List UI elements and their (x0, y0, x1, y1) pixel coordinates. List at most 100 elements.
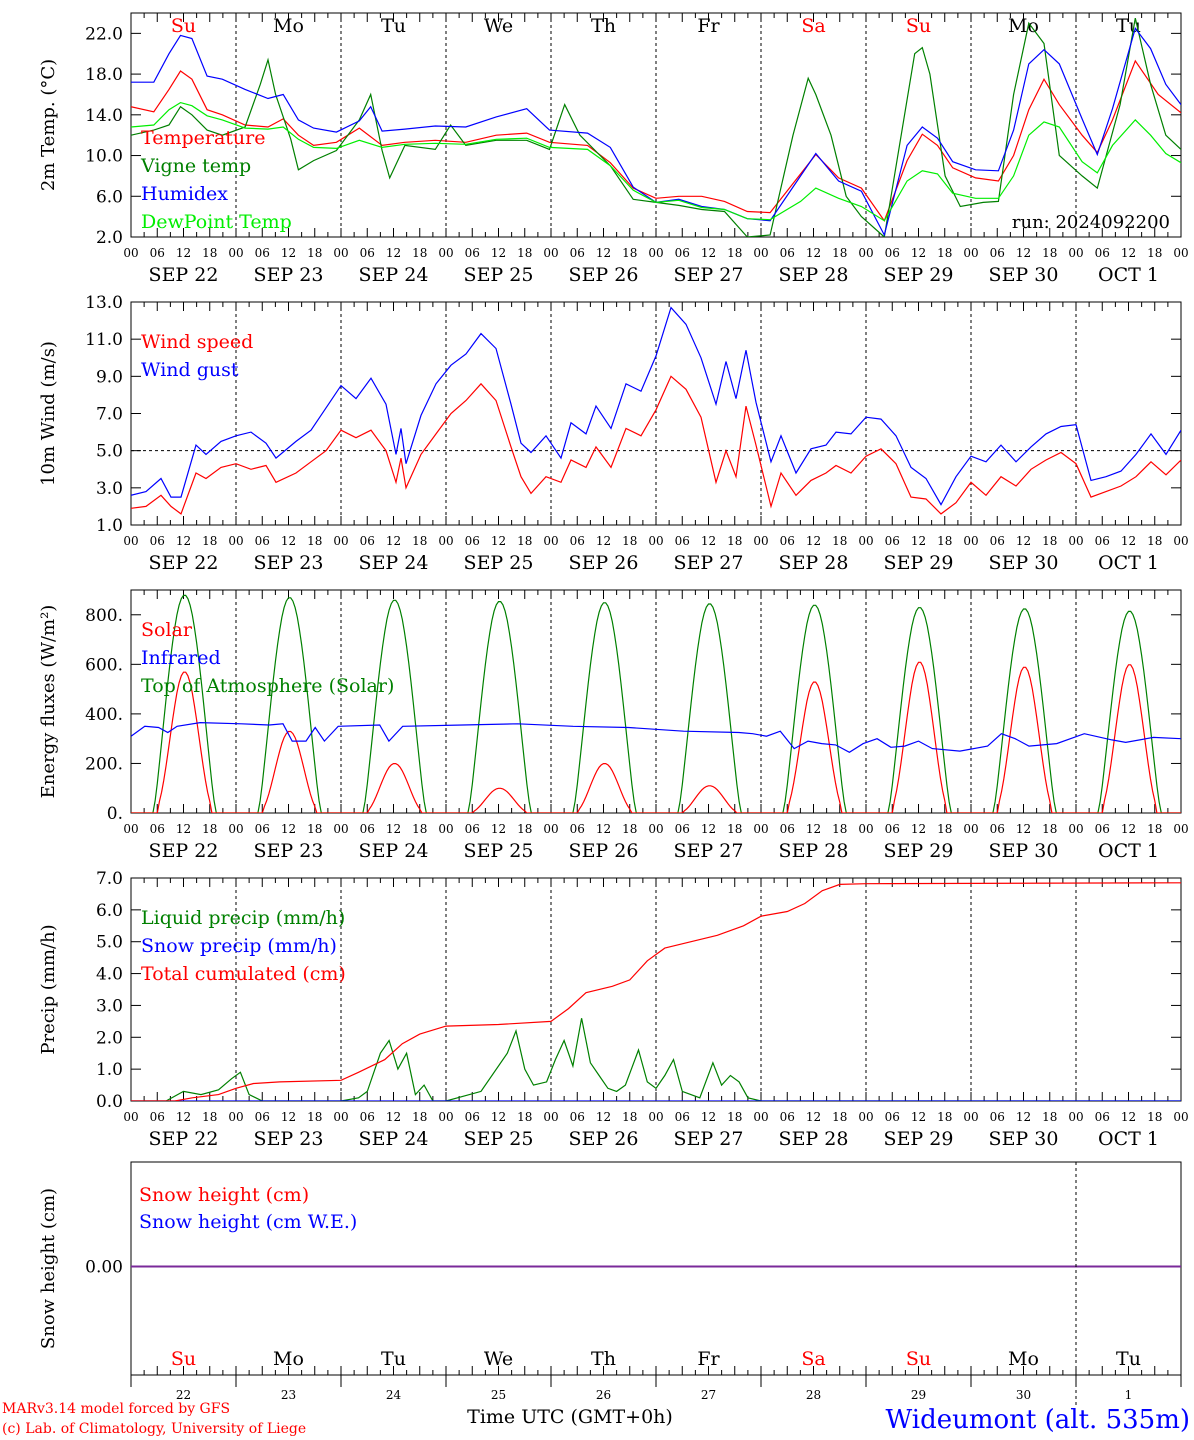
hour-tick-label: 12 (911, 1110, 926, 1124)
hour-tick-label: 12 (491, 1110, 506, 1124)
date-label: SEP 28 (779, 1128, 849, 1150)
y-tick-label: 22.0 (85, 24, 123, 44)
hour-tick-label: 06 (570, 246, 585, 260)
hour-tick-label: 18 (1147, 822, 1162, 836)
hour-tick-label: 18 (622, 822, 637, 836)
date-label: SEP 24 (359, 1128, 429, 1150)
x-axis-title: Time UTC (GMT+0h) (467, 1406, 673, 1428)
legend-entry: Top of Atmosphere (Solar) (141, 675, 394, 697)
hour-tick-label: 06 (885, 534, 900, 548)
hour-tick-label: 12 (281, 246, 296, 260)
date-label: SEP 27 (674, 840, 744, 862)
y-tick-label: 9.0 (96, 367, 123, 387)
hour-tick-label: 18 (202, 822, 217, 836)
day-number-label: 22 (176, 1388, 191, 1402)
hour-tick-label: 12 (701, 1110, 716, 1124)
weekday-label: Mo (273, 15, 304, 37)
hour-tick-label: 18 (1042, 246, 1057, 260)
hour-tick-label: 12 (386, 246, 401, 260)
date-label: SEP 25 (464, 552, 534, 574)
series-top-of-atmosphere (131, 594, 1181, 813)
legend-entry: Infrared (141, 647, 221, 669)
y-tick-label: 400. (85, 705, 123, 725)
hour-tick-label: 00 (648, 1110, 663, 1124)
date-label: SEP 25 (464, 264, 534, 286)
date-label: SEP 26 (569, 1128, 639, 1150)
hour-tick-label: 18 (937, 822, 952, 836)
hour-tick-label: 18 (727, 822, 742, 836)
hour-tick-label: 12 (176, 822, 191, 836)
hour-tick-label: 00 (123, 822, 138, 836)
hour-tick-label: 12 (596, 534, 611, 548)
hour-tick-label: 12 (911, 246, 926, 260)
hour-tick-label: 06 (885, 822, 900, 836)
hour-tick-label: 18 (517, 822, 532, 836)
hour-tick-label: 06 (1095, 822, 1110, 836)
day-number-label: 1 (1125, 1388, 1133, 1402)
y-tick-label: 200. (85, 754, 123, 774)
y-tick-label: 2.0 (96, 1028, 123, 1048)
station-name: Wideumont (alt. 535m) (886, 1405, 1190, 1435)
y-tick-label: 1.0 (96, 1060, 123, 1080)
hour-tick-label: 12 (176, 534, 191, 548)
hour-tick-label: 00 (333, 1110, 348, 1124)
hour-tick-label: 00 (543, 246, 558, 260)
hour-tick-label: 18 (727, 246, 742, 260)
hour-tick-label: 12 (386, 822, 401, 836)
date-label: SEP 25 (464, 1128, 534, 1150)
hour-tick-label: 06 (675, 534, 690, 548)
hour-tick-label: 00 (228, 534, 243, 548)
hour-tick-label: 06 (990, 822, 1005, 836)
y-axis-label: 2m Temp. (°C) (38, 59, 59, 191)
hour-tick-label: 00 (648, 534, 663, 548)
hour-tick-label: 18 (1042, 534, 1057, 548)
hour-tick-label: 12 (281, 534, 296, 548)
legend-entry: Snow precip (mm/h) (141, 935, 337, 957)
y-tick-label: 6.0 (96, 187, 123, 207)
hour-tick-label: 06 (885, 246, 900, 260)
energy-panel: 00 06 12 18 00 06 12 18 00 06 12 18 00 06 12 18 00 06 12 18… (38, 589, 1189, 862)
y-tick-label: 3.0 (96, 996, 123, 1016)
hour-tick-label: 18 (832, 246, 847, 260)
y-tick-label: 0.0 (96, 1092, 123, 1112)
hour-tick-label: 06 (255, 246, 270, 260)
hour-tick-label: 12 (911, 822, 926, 836)
snow-panel: Snow height (cm) 0.00 Su 22 Mo 23 Tu 24 We 25 Th 26… (38, 1161, 1182, 1405)
day-number-label: 24 (386, 1388, 402, 1402)
hour-tick-label: 12 (386, 534, 401, 548)
legend-entry: Vigne temp (140, 155, 251, 177)
date-label: SEP 28 (779, 552, 849, 574)
hour-tick-label: 06 (990, 534, 1005, 548)
hour-tick-label: 00 (438, 534, 453, 548)
hour-tick-label: 00 (1068, 534, 1083, 548)
weekday-label: Tu (381, 1348, 406, 1370)
hour-tick-label: 12 (1121, 1110, 1136, 1124)
date-label: OCT 1 (1098, 552, 1159, 574)
date-label: OCT 1 (1098, 1128, 1159, 1150)
date-label: SEP 27 (674, 1128, 744, 1150)
series-liquid-precip-mm-h- (131, 1018, 1181, 1101)
hour-tick-label: 12 (1016, 534, 1031, 548)
hour-tick-label: 12 (1121, 246, 1136, 260)
date-label: SEP 30 (989, 1128, 1059, 1150)
date-label: SEP 26 (569, 552, 639, 574)
hour-tick-label: 06 (360, 1110, 375, 1124)
weekday-label: Mo (273, 1348, 304, 1370)
date-label: SEP 30 (989, 840, 1059, 862)
footer-model-credit: MARv3.14 model forced by GFS (2, 1401, 230, 1417)
hour-tick-label: 06 (570, 1110, 585, 1124)
hour-tick-label: 06 (150, 1110, 165, 1124)
hour-tick-label: 00 (228, 246, 243, 260)
hour-tick-label: 00 (123, 246, 138, 260)
hour-tick-label: 12 (1121, 822, 1136, 836)
wind-panel: 00 06 12 18 00 06 12 18 00 06 12 18 00 06 12 18 00 06 12 18… (38, 293, 1189, 574)
day-number-label: 25 (491, 1388, 506, 1402)
day-number-label: 26 (596, 1388, 611, 1402)
hour-tick-label: 12 (911, 534, 926, 548)
hour-tick-label: 18 (517, 1110, 532, 1124)
hour-tick-label: 12 (281, 822, 296, 836)
hour-tick-label: 18 (202, 246, 217, 260)
day-number-label: 28 (806, 1388, 821, 1402)
hour-tick-label: 00 (963, 246, 978, 260)
hour-tick-label: 06 (675, 246, 690, 260)
